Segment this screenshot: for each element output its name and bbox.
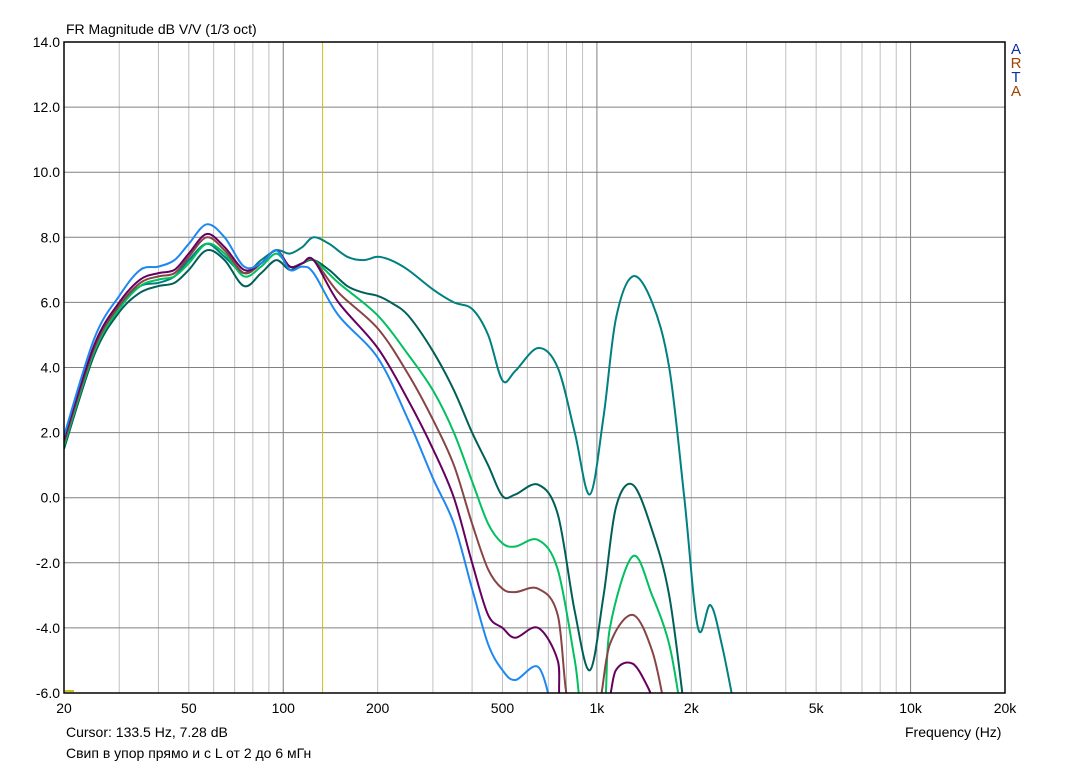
y-tick-label: 0.0 — [41, 490, 61, 506]
x-tick-label: 200 — [366, 700, 390, 716]
cursor-line[interactable] — [65, 42, 324, 693]
x-tick-label: 20 — [56, 700, 72, 716]
grid — [63, 41, 1006, 694]
x-tick-label: 10k — [899, 700, 923, 716]
x-tick-label: 100 — [272, 700, 296, 716]
plot-frame — [63, 41, 1006, 694]
logo-letter: R — [1010, 55, 1022, 72]
y-tick-label: 12.0 — [33, 99, 60, 115]
series-line-3 — [64, 242, 680, 693]
x-axis-label: Frequency (Hz) — [905, 724, 1002, 740]
x-tick-label: 500 — [491, 700, 515, 716]
chart-title: FR Magnitude dB V/V (1/3 oct) — [66, 21, 257, 37]
arta-logo: A R T A — [1010, 41, 1022, 100]
y-tick-label: 6.0 — [41, 294, 61, 310]
y-tick-label: 10.0 — [33, 164, 60, 180]
y-tick-label: 4.0 — [41, 360, 61, 376]
x-tick-label: 2k — [684, 700, 700, 716]
logo-letter: A — [1010, 83, 1021, 100]
y-tick-label: 8.0 — [41, 229, 61, 245]
y-tick-labels: 14.0 12.0 10.0 8.0 6.0 4.0 2.0 0.0 -2.0 -4.0 -6.0 — [33, 34, 60, 701]
logo-letter: T — [1011, 69, 1021, 86]
series-line-4 — [64, 236, 663, 693]
x-tick-label: 1k — [590, 700, 606, 716]
y-tick-label: -4.0 — [36, 620, 60, 636]
y-tick-label: -2.0 — [36, 555, 60, 571]
measurement-note: Свип в упор прямо и с L от 2 до 6 мГн — [66, 745, 312, 761]
series-line-6 — [64, 223, 550, 693]
y-tick-label: -6.0 — [36, 685, 60, 701]
y-tick-label: 14.0 — [33, 34, 60, 50]
x-tick-labels: 20 50 100 200 500 1k 2k 5k 10k 20k — [56, 700, 1017, 716]
logo-letter: A — [1010, 41, 1021, 58]
series-lines — [64, 223, 733, 693]
x-tick-label: 50 — [181, 700, 197, 716]
series-line-2 — [64, 249, 684, 693]
y-tick-label: 2.0 — [41, 425, 61, 441]
cursor-readout: Cursor: 133.5 Hz, 7.28 dB — [66, 724, 228, 740]
x-tick-label: 20k — [994, 700, 1018, 716]
x-tick-label: 5k — [809, 700, 825, 716]
series-line-5 — [64, 232, 652, 693]
